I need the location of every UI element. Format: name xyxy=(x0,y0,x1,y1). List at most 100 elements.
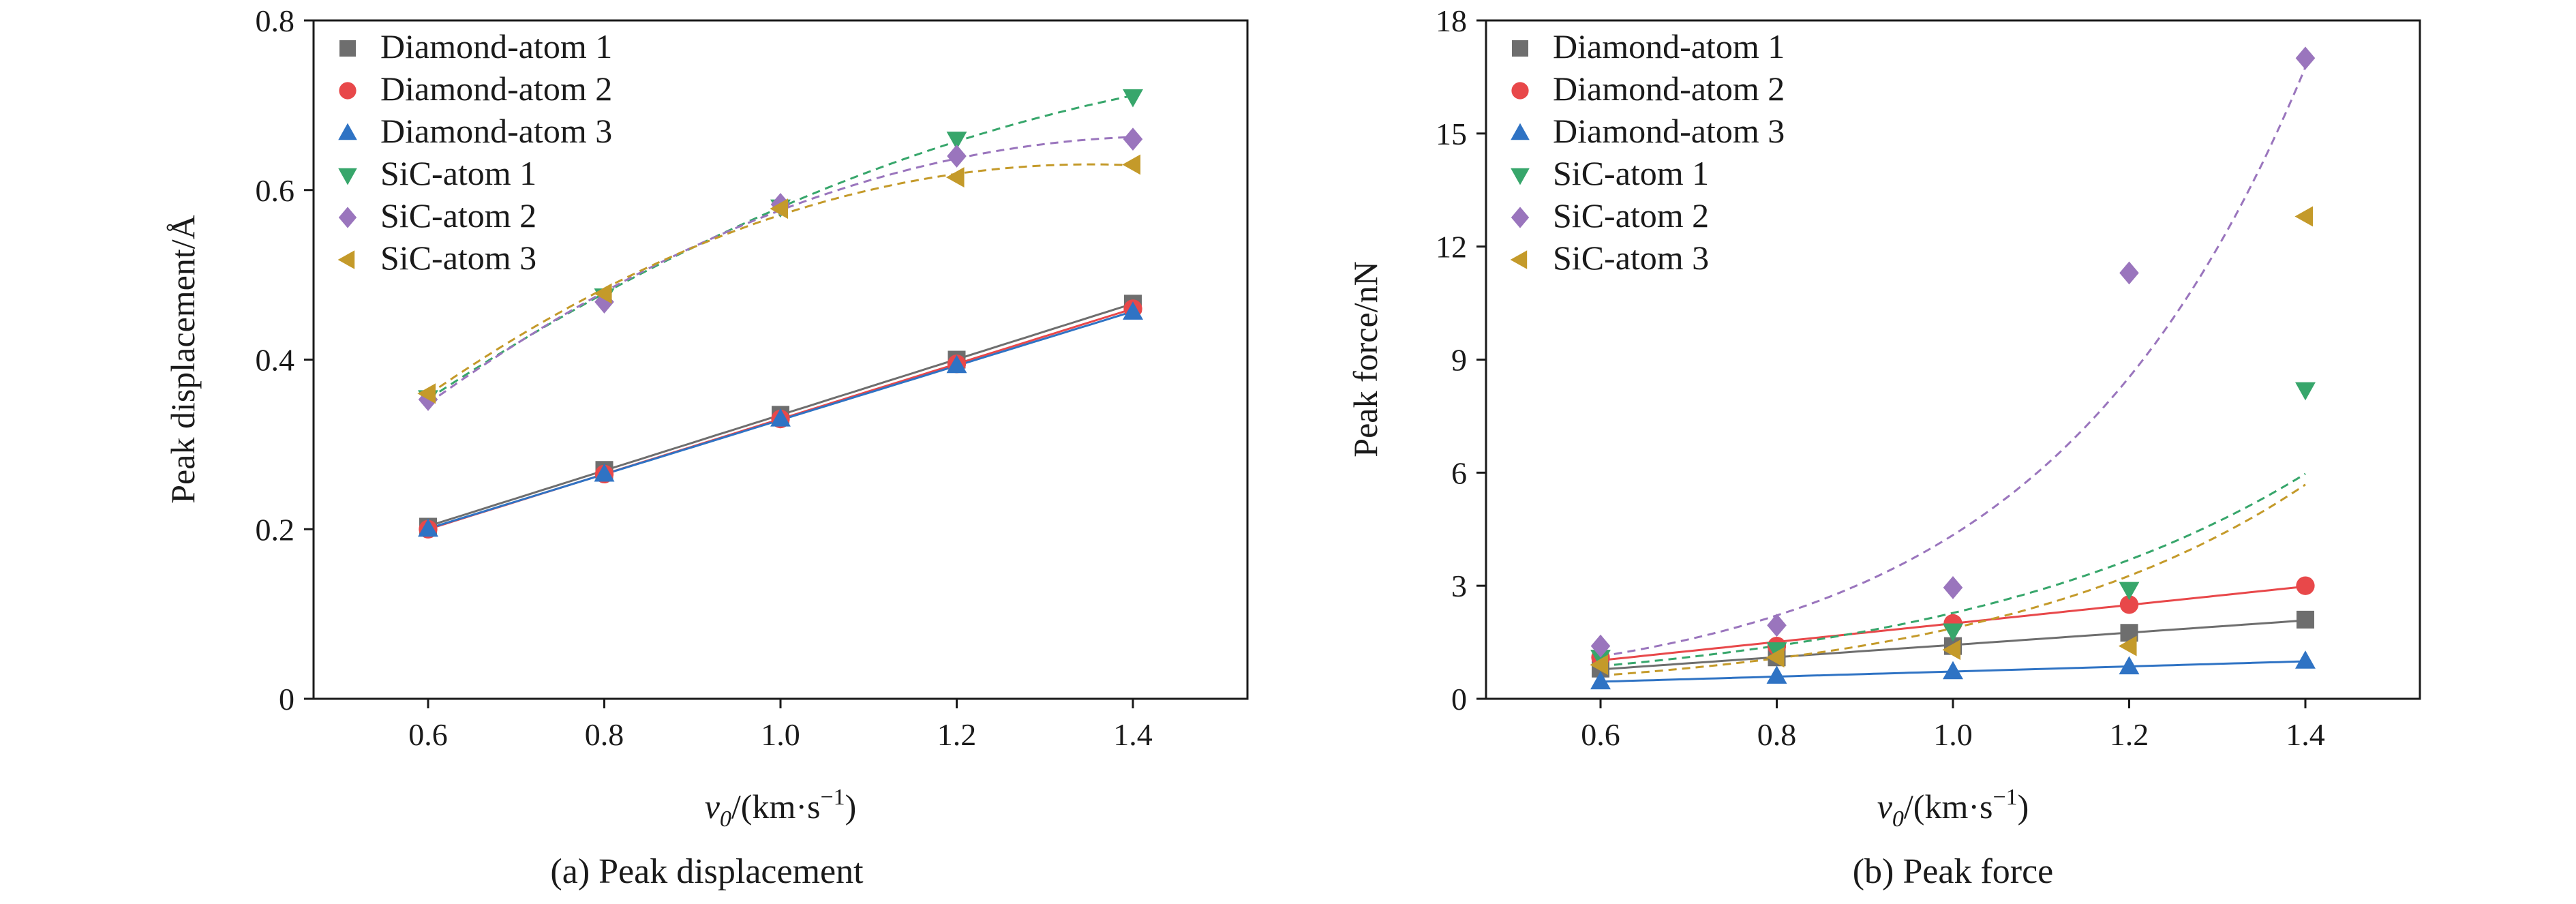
x-tick-label: 1.0 xyxy=(1933,717,1973,752)
series-sic-atom-3 xyxy=(417,154,1141,404)
data-point xyxy=(1766,665,1787,684)
data-point xyxy=(1590,650,1611,668)
data-point xyxy=(1123,127,1143,151)
x-axis-label: v0/(km·s−1) xyxy=(1877,785,2029,832)
x-tick-label: 0.6 xyxy=(1581,717,1620,752)
y-tick-label: 18 xyxy=(1436,3,1467,38)
panel-caption: (a) Peak displacement xyxy=(550,852,864,891)
data-point xyxy=(2295,650,2316,669)
data-point xyxy=(2295,46,2316,70)
data-point xyxy=(2295,382,2316,401)
legend-marker xyxy=(1511,82,1529,100)
data-point xyxy=(770,198,789,220)
legend-label: SiC-atom 3 xyxy=(1553,239,1709,277)
data-point xyxy=(1590,654,1609,676)
data-point xyxy=(947,145,967,168)
data-point xyxy=(2296,610,2314,629)
y-tick-label: 6 xyxy=(1451,455,1467,490)
data-point xyxy=(770,408,791,427)
legend-marker xyxy=(1511,168,1530,185)
x-tick-label: 1.0 xyxy=(761,717,800,752)
legend-marker xyxy=(338,123,357,140)
legend-marker xyxy=(339,40,356,57)
y-tick-label: 15 xyxy=(1436,117,1467,151)
data-point xyxy=(1942,639,1961,661)
x-tick-label: 1.4 xyxy=(2286,717,2325,752)
data-point xyxy=(1122,154,1141,175)
series-sic-atom-3 xyxy=(1590,206,2314,676)
legend-label: Diamond-atom 2 xyxy=(380,70,612,108)
panel-caption: (b) Peak force xyxy=(1853,852,2054,891)
data-point xyxy=(1590,671,1611,690)
legend-marker xyxy=(338,168,357,185)
y-tick-label: 0 xyxy=(279,682,294,717)
chart-panel-b: 0.6 0.8 1.0 1.2 1.4 0 3 6 9 12 15 18 Peak force/nN v0… xyxy=(1346,3,2421,891)
data-point xyxy=(2296,576,2315,595)
legend-marker xyxy=(338,207,357,228)
data-point xyxy=(417,383,436,404)
series-diamond-atom-3 xyxy=(1590,650,2316,690)
legend: Diamond-atom 1 Diamond-atom 2 Diamond-atom… xyxy=(1510,27,1785,277)
data-point xyxy=(1123,301,1143,320)
legend-marker xyxy=(339,82,357,100)
y-tick-label: 9 xyxy=(1451,343,1467,378)
y-tick-label: 0.4 xyxy=(256,343,295,378)
legend-label: SiC-atom 3 xyxy=(380,239,536,277)
y-tick-label: 3 xyxy=(1451,569,1467,603)
x-tick-label: 0.8 xyxy=(585,717,624,752)
data-point xyxy=(1123,89,1143,108)
y-tick-label: 0 xyxy=(1451,682,1467,717)
data-point xyxy=(2119,582,2140,601)
data-point xyxy=(945,167,965,188)
data-point xyxy=(1766,642,1787,661)
data-point xyxy=(1766,647,1785,668)
legend-label: Diamond-atom 3 xyxy=(1553,112,1785,150)
series-diamond-atom-3 xyxy=(418,301,1143,537)
x-tick-label: 1.4 xyxy=(1113,717,1153,752)
data-point xyxy=(1943,623,1963,642)
legend-marker xyxy=(1511,207,1530,228)
data-point xyxy=(1590,634,1611,658)
x-tick-label: 1.2 xyxy=(937,717,977,752)
x-axis-label: v0/(km·s−1) xyxy=(705,785,857,832)
data-point xyxy=(594,463,615,482)
legend-label: SiC-atom 1 xyxy=(1553,154,1709,192)
legend-label: Diamond-atom 3 xyxy=(380,112,612,150)
legend-label: SiC-atom 2 xyxy=(1553,196,1709,235)
fit-line-sic-atom-1 xyxy=(1600,472,2306,667)
data-point xyxy=(2119,261,2139,285)
data-point xyxy=(946,355,967,374)
y-tick-label: 0.2 xyxy=(256,512,295,547)
legend-marker xyxy=(1511,123,1530,140)
legend: Diamond-atom 1 Diamond-atom 2 Diamond-atom… xyxy=(337,27,612,277)
legend-label: Diamond-atom 1 xyxy=(1553,27,1785,65)
data-point xyxy=(2118,635,2137,657)
legend-label: SiC-atom 1 xyxy=(380,154,536,192)
data-point xyxy=(2294,206,2314,227)
fit-line-sic-atom-2 xyxy=(1600,67,2307,658)
data-point xyxy=(946,132,967,150)
y-tick-label: 12 xyxy=(1436,230,1467,265)
legend-marker xyxy=(1512,40,1528,57)
data-point xyxy=(418,518,438,537)
legend-label: Diamond-atom 2 xyxy=(1553,70,1785,108)
legend-label: SiC-atom 2 xyxy=(380,196,536,235)
data-point xyxy=(2119,656,2140,675)
x-tick-label: 1.2 xyxy=(2110,717,2149,752)
series-sic-atom-2 xyxy=(1590,46,2316,658)
x-tick-label: 0.6 xyxy=(408,717,448,752)
legend-marker xyxy=(337,250,355,269)
legend-label: Diamond-atom 1 xyxy=(380,27,612,65)
data-point xyxy=(593,283,612,304)
y-tick-label: 0.6 xyxy=(256,173,295,208)
legend-marker xyxy=(1510,250,1528,269)
data-point xyxy=(1767,614,1787,637)
y-axis-label: Peak displacement/Å xyxy=(164,215,202,504)
y-axis-label: Peak force/nN xyxy=(1346,261,1384,457)
y-tick-label: 0.8 xyxy=(256,3,295,38)
x-tick-label: 0.8 xyxy=(1757,717,1797,752)
data-point xyxy=(1943,661,1963,680)
chart-panel-a: 0.6 0.8 1.0 1.2 1.4 0 0.2 0.4 0.6 0.8 Peak displac… xyxy=(164,3,1249,891)
data-point xyxy=(2119,595,2139,614)
